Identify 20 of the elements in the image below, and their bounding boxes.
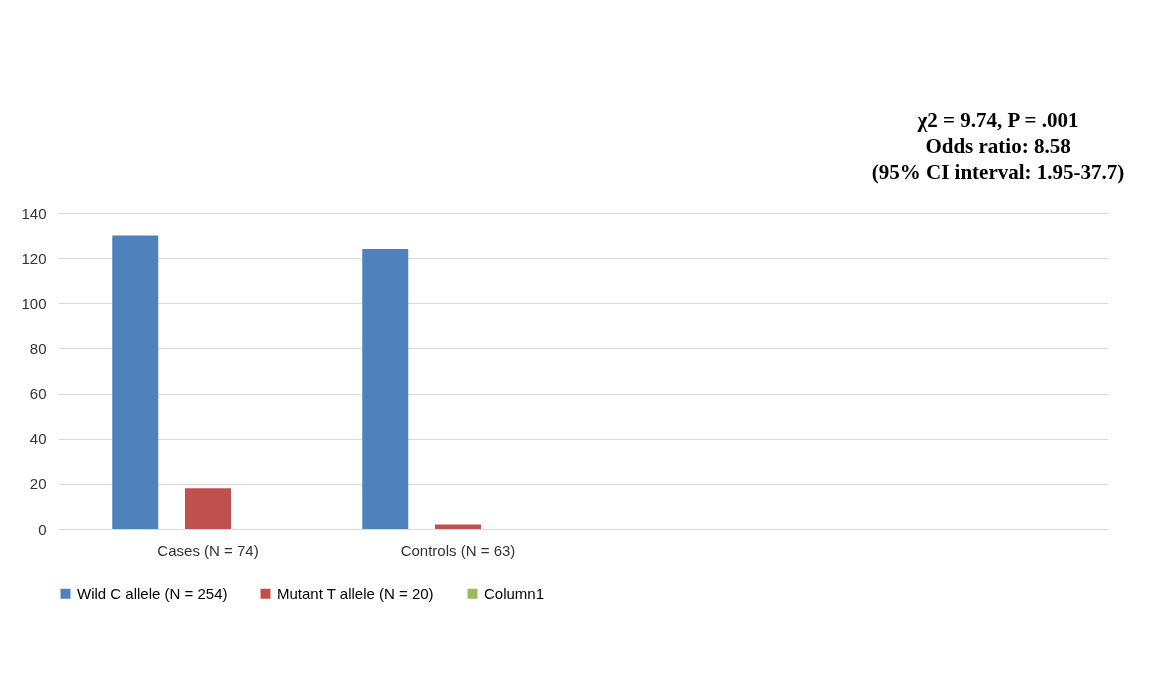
legend-label: Wild C allele (N = 254) [77, 584, 228, 602]
text: χ2 = 9.74, P = .001 [916, 108, 1079, 132]
x-tick-label: Cases (N = 74) [157, 541, 259, 559]
y-tick-label: 0 [38, 520, 47, 538]
legend-label: Mutant T allele (N = 20) [277, 584, 434, 602]
bar [185, 488, 231, 529]
text: (95% CI interval: 1.95-37.7) [871, 160, 1125, 184]
text: Odds ratio: 8.58 [925, 134, 1071, 158]
y-tick-label: 100 [21, 294, 47, 312]
bar [435, 524, 481, 529]
bar [112, 235, 159, 529]
y-tick-label: 120 [21, 249, 47, 267]
x-tick-label: Controls (N = 63) [400, 541, 516, 559]
y-tick-label: 20 [29, 475, 47, 493]
y-tick-label: 40 [29, 430, 47, 448]
y-tick-label: 80 [29, 339, 47, 357]
y-tick-label: 60 [29, 385, 47, 403]
legend-label: Column1 [484, 584, 545, 602]
bar [362, 249, 409, 529]
y-tick-label: 140 [21, 204, 47, 222]
